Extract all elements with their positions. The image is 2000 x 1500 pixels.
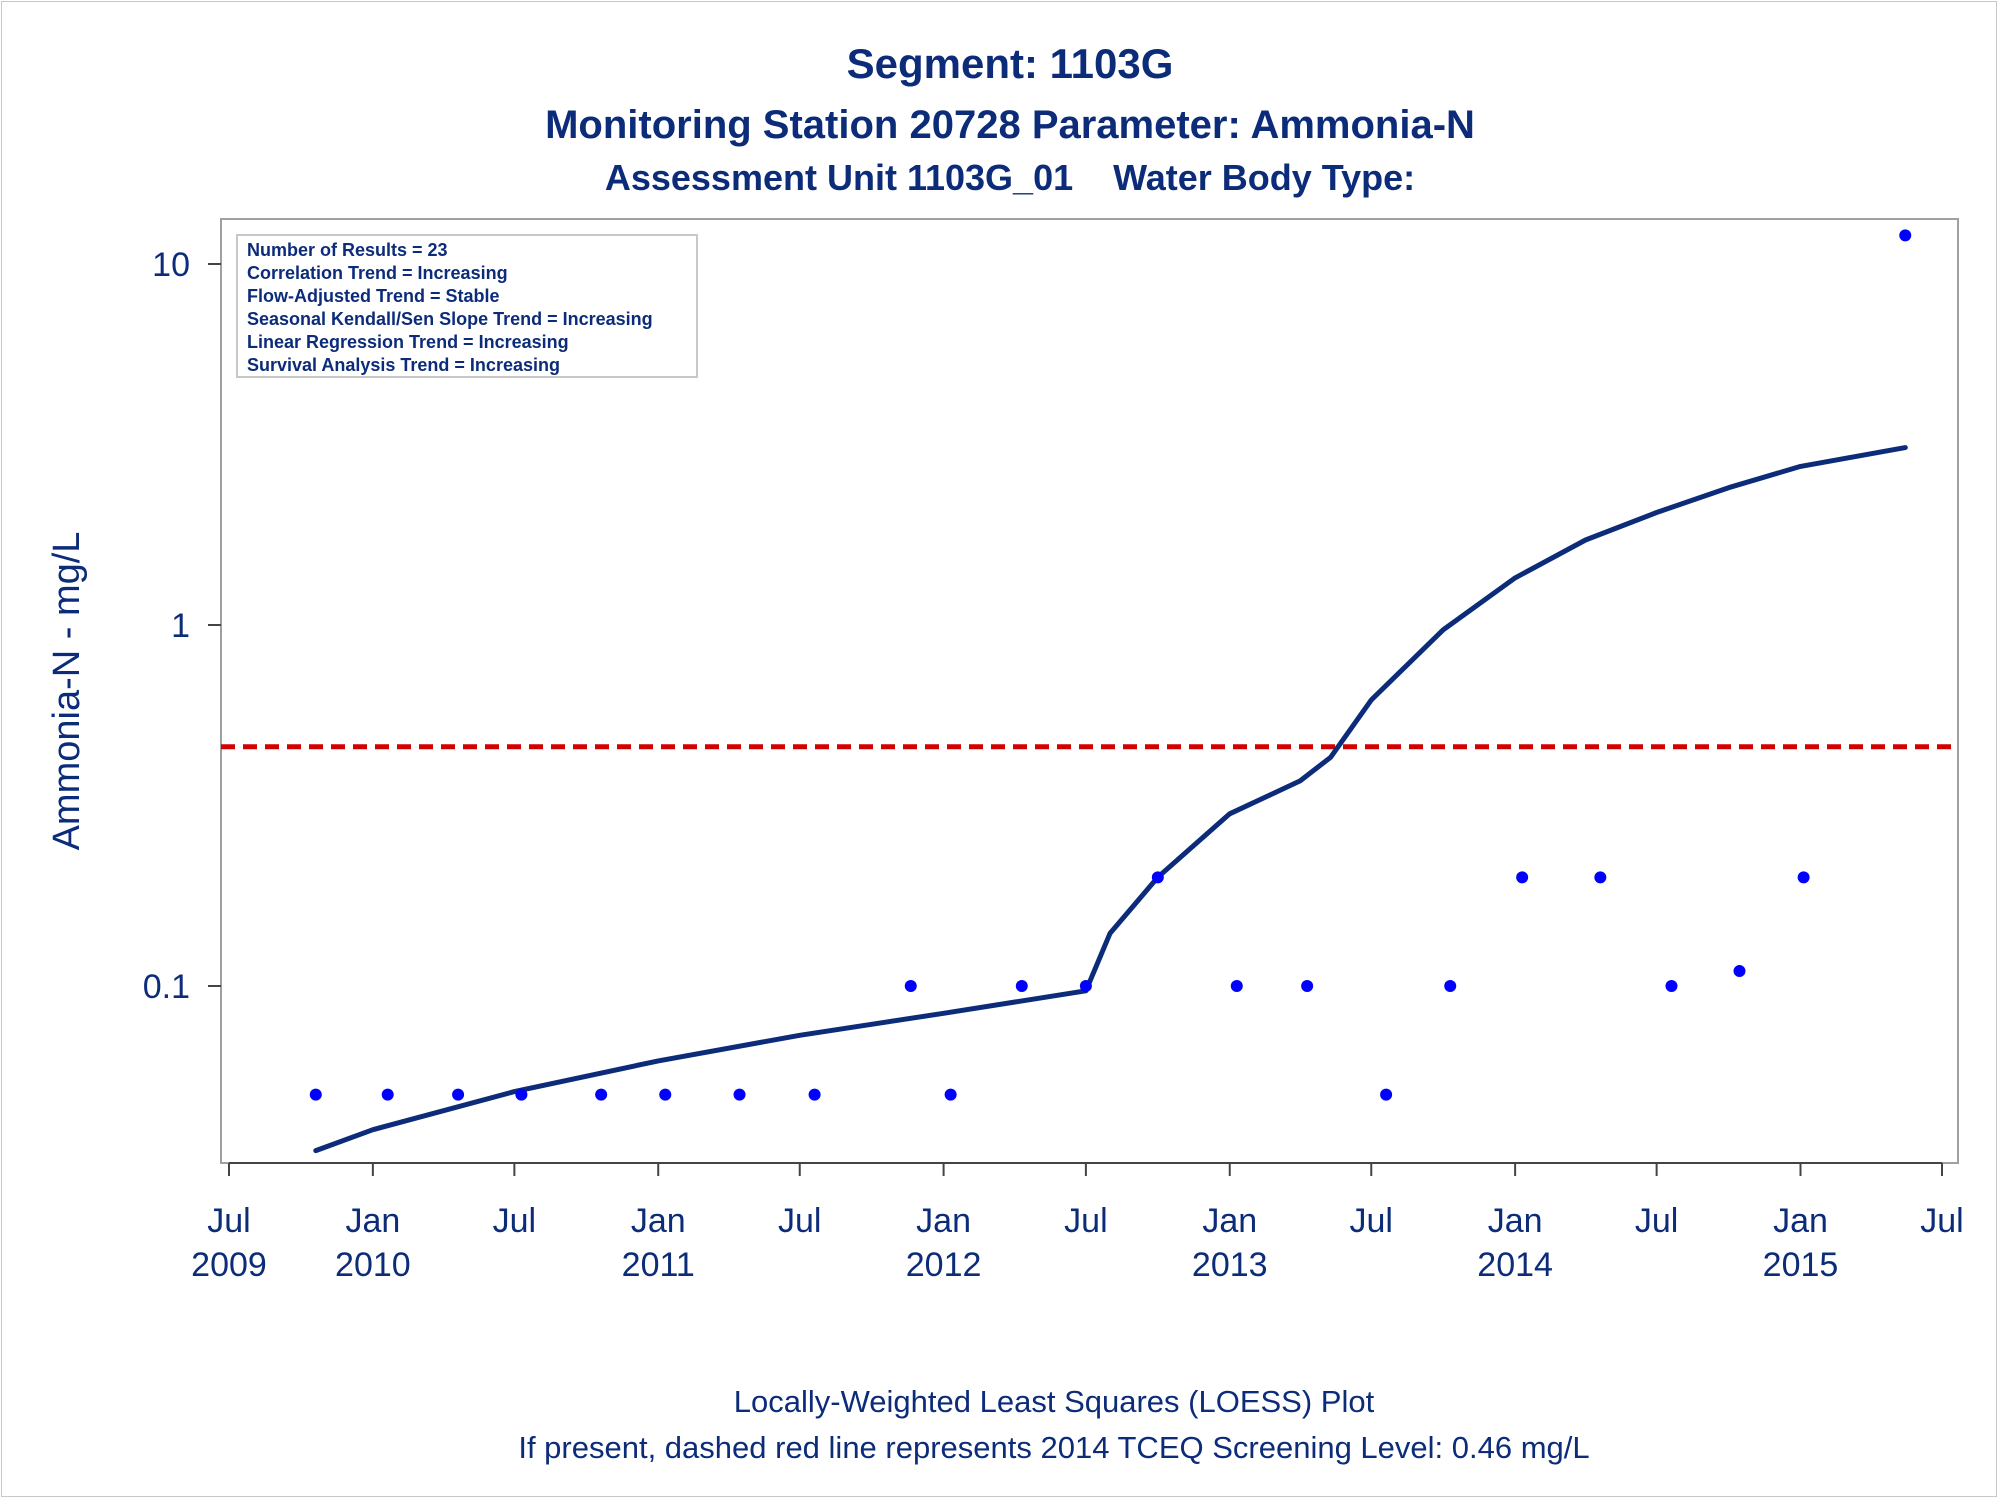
stats-inset: Number of Results = 23 Correlation Trend… <box>236 234 698 378</box>
x-tick-label: Jul <box>778 1202 821 1240</box>
x-tick-year-label: 2011 <box>622 1246 695 1284</box>
data-point <box>452 1088 465 1101</box>
data-point <box>595 1088 608 1101</box>
data-point <box>808 1088 821 1101</box>
y-tick-label: 1 <box>171 607 190 645</box>
x-tick-year-label: 2013 <box>1192 1246 1268 1284</box>
x-tick-year-label: 2014 <box>1477 1246 1553 1284</box>
x-tick-year-label: 2012 <box>906 1246 982 1284</box>
x-tick-label: Jul <box>207 1202 250 1240</box>
chart-subtitle-2: Assessment Unit 1103G_01 Water Body Type… <box>605 157 1415 198</box>
x-tick-label: Jan <box>1488 1202 1543 1240</box>
y-tick-label: 10 <box>152 246 190 284</box>
data-point <box>659 1088 672 1101</box>
footnote-screening-level: If present, dashed red line represents 2… <box>518 1430 1589 1465</box>
data-point <box>904 980 917 992</box>
data-point <box>1230 980 1243 992</box>
x-tick-label: Jul <box>1920 1202 1963 1240</box>
stats-inset-line: Linear Regression Trend = Increasing <box>247 332 569 352</box>
data-points-layer <box>309 229 1912 1101</box>
x-tick-label: Jul <box>1064 1202 1107 1240</box>
data-point <box>1733 965 1746 978</box>
y-axis: 0.1 1 10 <box>143 246 221 1006</box>
loess-line-layer <box>313 445 1908 1154</box>
stats-inset-line: Flow-Adjusted Trend = Stable <box>247 286 500 306</box>
x-tick-label: Jan <box>1773 1202 1828 1240</box>
x-tick-label: Jan <box>631 1202 686 1240</box>
data-point <box>381 1088 394 1101</box>
data-point <box>944 1088 957 1101</box>
stats-inset-line: Survival Analysis Trend = Increasing <box>247 355 560 375</box>
data-point <box>309 1088 322 1101</box>
data-point <box>1797 871 1810 884</box>
data-point <box>1444 980 1457 992</box>
data-point <box>1665 980 1678 992</box>
data-point <box>1079 980 1092 992</box>
stats-inset-box <box>236 234 698 378</box>
stats-inset-line: Number of Results = 23 <box>247 240 448 260</box>
data-point <box>1899 229 1912 242</box>
x-tick-label: Jan <box>916 1202 971 1240</box>
data-point <box>1516 871 1529 884</box>
x-tick-label: Jul <box>493 1202 536 1240</box>
x-tick-label: Jan <box>345 1202 400 1240</box>
x-tick-label: Jul <box>1350 1202 1393 1240</box>
x-tick-year-label: 2015 <box>1763 1246 1839 1284</box>
data-point <box>1301 980 1314 992</box>
loess-line <box>313 445 1908 1154</box>
x-axis: Jul 2009 Jan 2010 Jul Jan 2011 Jul Jan 2012 Jul Jan… <box>191 1162 1964 1284</box>
data-point <box>1594 871 1607 884</box>
data-point <box>515 1088 528 1101</box>
x-tick-year-label: 2009 <box>191 1246 267 1284</box>
chart-title: Segment: 1103G <box>847 40 1174 87</box>
chart-subtitle: Monitoring Station 20728 Parameter: Ammo… <box>545 103 1475 147</box>
footnote-method: Locally-Weighted Least Squares (LOESS) P… <box>734 1384 1375 1419</box>
y-tick-label: 0.1 <box>143 968 190 1006</box>
y-axis-title: Ammonia-N - mg/L <box>46 532 88 851</box>
data-point <box>1015 980 1028 992</box>
stats-inset-line: Seasonal Kendall/Sen Slope Trend = Incre… <box>247 309 653 329</box>
data-point <box>1380 1088 1393 1101</box>
x-tick-year-label: 2010 <box>335 1246 411 1284</box>
stats-inset-line: Correlation Trend = Increasing <box>247 263 508 283</box>
x-tick-label: Jul <box>1635 1202 1678 1240</box>
data-point <box>733 1088 746 1101</box>
data-point <box>1151 871 1164 884</box>
x-tick-label: Jan <box>1202 1202 1257 1240</box>
